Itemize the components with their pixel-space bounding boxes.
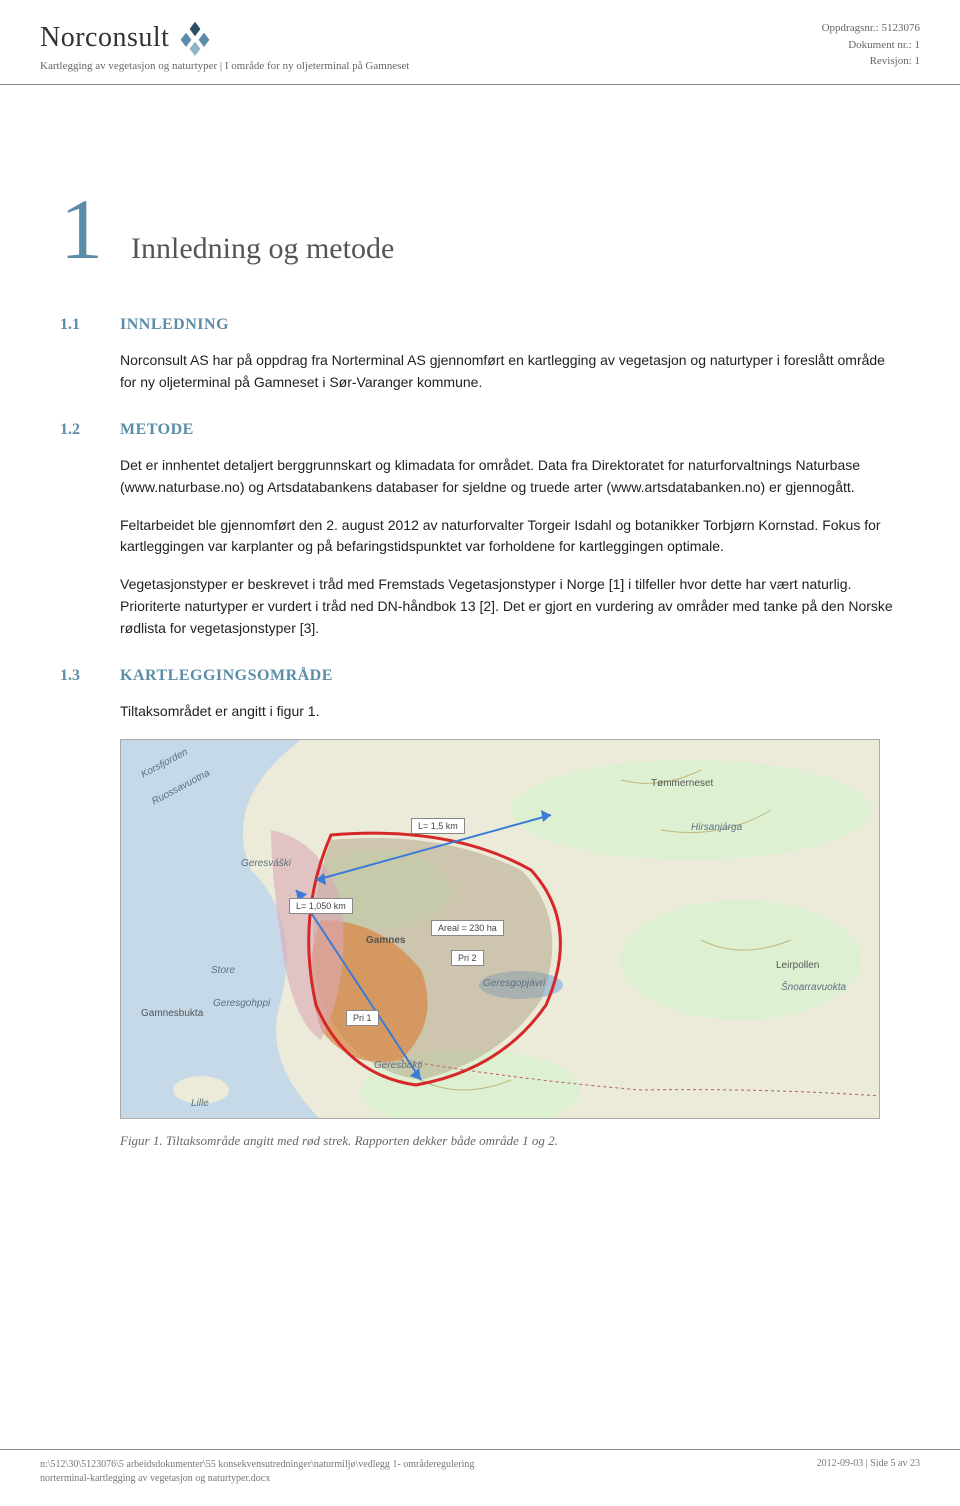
map-callout: L= 1,5 km: [411, 818, 465, 834]
page-header: Norconsult Kartlegging av vegetasjon og …: [0, 0, 960, 85]
section-1-1: 1.1 INNLEDNING Norconsult AS har på oppd…: [60, 316, 900, 393]
document-number: Dokument nr.: 1: [822, 37, 920, 54]
figure-1: Korsfjorden Ruossavuotna Tømmerneset Hir…: [120, 739, 900, 1119]
section-1-3: 1.3 KARTLEGGINGSOMRÅDE Tiltaksområdet er…: [60, 667, 900, 1149]
header-meta: Oppdragsnr.: 5123076 Dokument nr.: 1 Rev…: [822, 20, 920, 70]
map-label: Leirpollen: [776, 960, 819, 971]
map-label: Store: [211, 965, 235, 976]
map-label: Šnoarravuokta: [781, 982, 846, 993]
map-callout: Areal = 230 ha: [431, 920, 504, 936]
map-label: Gamnes: [366, 935, 405, 946]
paragraph: Det er innhentet detaljert berggrunnskar…: [120, 455, 900, 498]
section-number: 1.2: [60, 421, 120, 439]
map-callout-pri1: Pri 1: [346, 1010, 379, 1026]
chapter-number: 1: [60, 195, 103, 264]
header-subtitle: Kartlegging av vegetasjon og naturtyper …: [40, 60, 409, 72]
section-number: 1.1: [60, 316, 120, 334]
map-callout-pri2: Pri 2: [451, 950, 484, 966]
section-1-2: 1.2 METODE Det er innhentet detaljert be…: [60, 421, 900, 639]
footer-path-line2: norterminal-kartlegging av vegetasjon og…: [40, 1472, 474, 1486]
norconsult-logo-icon: [177, 20, 213, 56]
footer-path-line1: n:\512\30\5123076\5 arbeidsdokumenter\55…: [40, 1458, 474, 1472]
map-callout: L= 1,050 km: [289, 898, 353, 914]
footer-path: n:\512\30\5123076\5 arbeidsdokumenter\55…: [40, 1458, 474, 1486]
footer-date-page: 2012-09-03 | Side 5 av 23: [817, 1458, 920, 1486]
paragraph: Vegetasjonstyper er beskrevet i tråd med…: [120, 574, 900, 639]
paragraph: Norconsult AS har på oppdrag fra Norterm…: [120, 350, 900, 393]
map-label: Hirsanjárga: [691, 822, 742, 833]
header-left: Norconsult Kartlegging av vegetasjon og …: [40, 20, 409, 72]
section-title: INNLEDNING: [120, 316, 229, 334]
map: Korsfjorden Ruossavuotna Tømmerneset Hir…: [120, 739, 880, 1119]
section-title: METODE: [120, 421, 194, 439]
page-content: 1 Innledning og metode 1.1 INNLEDNING No…: [0, 85, 960, 1197]
map-label: Geresbákti: [374, 1060, 422, 1071]
map-label: Geresgopjávri: [483, 978, 545, 989]
section-title: KARTLEGGINGSOMRÅDE: [120, 667, 333, 685]
chapter-title: Innledning og metode: [131, 232, 394, 266]
logo: Norconsult: [40, 20, 409, 56]
map-label: Lille: [191, 1098, 209, 1109]
map-label: Geresgohppi: [213, 998, 270, 1009]
paragraph: Feltarbeidet ble gjennomført den 2. augu…: [120, 515, 900, 558]
logo-text: Norconsult: [40, 22, 169, 54]
page-footer: n:\512\30\5123076\5 arbeidsdokumenter\55…: [0, 1449, 960, 1506]
figure-caption: Figur 1. Tiltaksområde angitt med rød st…: [120, 1133, 900, 1149]
paragraph: Tiltaksområdet er angitt i figur 1.: [120, 701, 900, 723]
section-heading: 1.3 KARTLEGGINGSOMRÅDE: [60, 667, 900, 685]
map-label: Geresváški: [241, 858, 291, 869]
section-number: 1.3: [60, 667, 120, 685]
section-heading: 1.2 METODE: [60, 421, 900, 439]
map-label: Gamnesbukta: [141, 1008, 203, 1019]
assignment-number: Oppdragsnr.: 5123076: [822, 20, 920, 37]
section-heading: 1.1 INNLEDNING: [60, 316, 900, 334]
revision: Revisjon: 1: [822, 53, 920, 70]
chapter-heading: 1 Innledning og metode: [60, 195, 900, 266]
map-label: Tømmerneset: [651, 778, 713, 789]
